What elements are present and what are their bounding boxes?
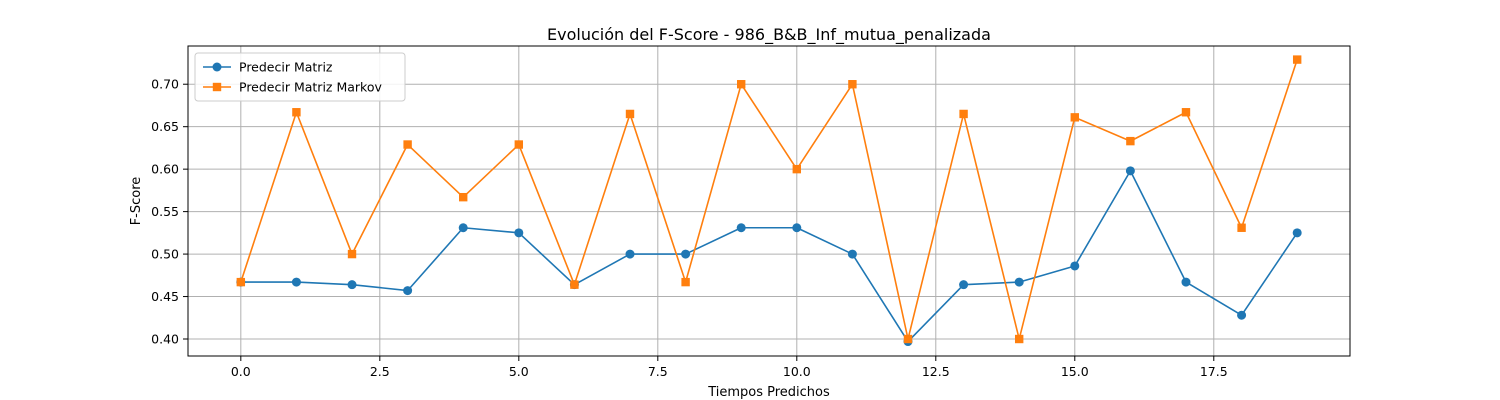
- data-point-square: [292, 108, 301, 117]
- data-point-square: [903, 334, 913, 344]
- data-point-square: [1237, 223, 1246, 232]
- y-tick-label: 0.70: [151, 77, 179, 92]
- x-tick-label: 15.0: [1061, 364, 1089, 379]
- legend-marker-circle: [212, 62, 222, 72]
- data-point-circle: [347, 280, 357, 290]
- y-tick-label: 0.50: [151, 247, 179, 262]
- series-1: [236, 166, 1302, 347]
- y-tick-label: 0.45: [151, 289, 179, 304]
- data-point-square: [403, 140, 412, 149]
- data-point-circle: [291, 277, 301, 287]
- x-tick-label: 7.5: [648, 364, 668, 379]
- data-point-circle: [1181, 277, 1191, 287]
- x-tick-label: 0.0: [231, 364, 251, 379]
- data-point-circle: [1292, 228, 1302, 238]
- legend: Predecir Matriz Predecir Matriz Markov: [194, 52, 406, 102]
- x-tick-label: 17.5: [1200, 364, 1228, 379]
- x-tick-label: 2.5: [370, 364, 390, 379]
- data-point-square: [1292, 55, 1302, 64]
- data-point-square: [347, 249, 357, 259]
- data-point-circle: [681, 249, 691, 259]
- data-point-circle: [403, 286, 413, 296]
- legend-marker-square: [212, 82, 222, 92]
- data-point-circle: [1125, 166, 1135, 176]
- data-point-circle: [514, 228, 524, 238]
- y-tick-label: 0.60: [151, 162, 179, 177]
- data-point-square: [1181, 108, 1191, 117]
- data-point-square: [959, 109, 968, 119]
- data-point-circle: [792, 223, 802, 233]
- x-axis-label: Tiempos Predichos: [707, 385, 830, 400]
- y-axis-label: F-Score: [129, 177, 144, 226]
- data-point-square: [737, 80, 746, 89]
- data-point-square: [1126, 136, 1135, 146]
- data-point-circle: [1237, 310, 1247, 320]
- legend-item: Predecir Matriz Markov: [203, 80, 382, 95]
- series-line: [240, 59, 1298, 340]
- data-point-square: [514, 140, 524, 149]
- legend-label: Predecir Matriz Markov: [239, 80, 382, 95]
- chart-title: Evolución del F-Score - 986_B&B_Inf_mutu…: [547, 25, 991, 45]
- data-point-square: [625, 109, 635, 119]
- x-tick-label: 5.0: [509, 364, 529, 379]
- plot-frame: [187, 45, 1351, 357]
- data-point-square: [848, 80, 857, 89]
- data-point-circle: [1014, 277, 1024, 287]
- x-tick-label: 12.5: [922, 364, 950, 379]
- series-line: [240, 170, 1298, 343]
- y-tick-label: 0.40: [151, 332, 179, 347]
- data-point-square: [459, 192, 468, 202]
- data-point-circle: [625, 249, 635, 259]
- data-point-circle: [458, 223, 468, 233]
- data-point-circle: [736, 223, 746, 233]
- data-point-square: [681, 277, 690, 287]
- data-point-square: [792, 164, 801, 174]
- legend-label: Predecir Matriz: [239, 60, 333, 75]
- data-point-square: [570, 280, 579, 289]
- axis-ticks: 0.0 2.5 5.0 7.5 10.0 12.5 15.0 17.5 0.40 0.45 0.50…: [151, 77, 1228, 379]
- legend-box: [194, 52, 406, 102]
- series-layer: [236, 55, 1302, 347]
- data-point-square: [1070, 113, 1079, 122]
- legend-item: Predecir Matriz: [203, 60, 333, 75]
- x-tick-label: 10.0: [783, 364, 811, 379]
- y-tick-label: 0.55: [151, 204, 179, 219]
- series-2: [236, 55, 1302, 344]
- data-point-circle: [847, 249, 857, 259]
- data-point-circle: [1070, 261, 1080, 271]
- data-point-square: [1014, 334, 1024, 344]
- data-point-circle: [959, 280, 969, 290]
- data-point-square: [236, 277, 246, 287]
- y-tick-label: 0.65: [151, 119, 179, 134]
